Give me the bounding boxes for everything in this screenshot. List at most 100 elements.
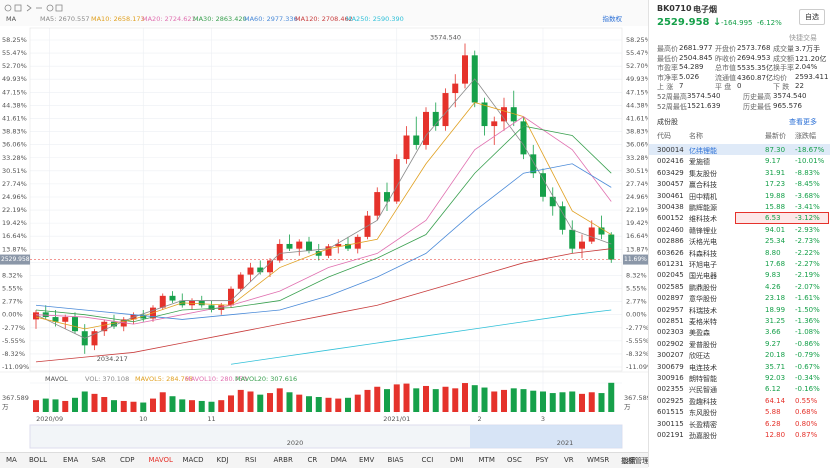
indicator-tab[interactable]: KDJ <box>216 456 229 464</box>
row-code[interactable]: 300014 <box>657 146 684 154</box>
row-change[interactable]: -1.36% <box>795 317 820 325</box>
row-change[interactable]: -3.12% <box>795 214 820 223</box>
row-change[interactable]: -2.93% <box>795 225 820 234</box>
indicator-tab[interactable]: BIAS <box>387 456 404 464</box>
row-name[interactable]: 鹏鼎股份 <box>689 283 717 292</box>
toolbar-icons[interactable] <box>4 4 63 12</box>
row-price[interactable]: 3.66 <box>765 328 781 337</box>
row-change[interactable]: -1.08% <box>795 328 820 337</box>
timeline-selection[interactable] <box>470 425 622 448</box>
row-name[interactable]: 环旭电子 <box>689 261 717 269</box>
row-code[interactable]: 300916 <box>657 374 684 382</box>
row-change[interactable]: -1.50% <box>795 305 820 314</box>
row-code[interactable]: 002897 <box>657 294 684 303</box>
row-name[interactable]: 欣旺达 <box>689 352 710 361</box>
row-price[interactable]: 17.23 <box>765 180 786 189</box>
row-change[interactable]: 0.87% <box>795 431 818 439</box>
indicator-tab[interactable]: RSI <box>245 456 257 464</box>
indicator-tab[interactable]: 指标管理 <box>621 457 649 465</box>
row-name[interactable]: 沃格光电 <box>689 238 717 247</box>
indicator-tab[interactable]: SAR <box>91 456 106 464</box>
row-change[interactable]: -0.79% <box>795 351 820 360</box>
row-price[interactable]: 5.88 <box>765 408 781 417</box>
row-name[interactable]: 电连技术 <box>689 363 717 372</box>
row-price[interactable]: 8.80 <box>765 248 781 257</box>
row-change[interactable]: -2.22% <box>795 248 820 257</box>
row-code[interactable]: 002191 <box>657 431 684 439</box>
row-change[interactable]: 0.68% <box>795 408 818 417</box>
row-price[interactable]: 64.14 <box>765 396 786 405</box>
indicator-tab[interactable]: DMA <box>330 456 347 464</box>
row-name[interactable]: 国光电器 <box>689 272 717 281</box>
row-change[interactable]: -0.67% <box>795 362 820 371</box>
indicator-tab[interactable]: ARBR <box>273 456 293 464</box>
row-change[interactable]: -2.07% <box>795 282 820 291</box>
row-name[interactable]: 维科技术 <box>689 215 717 224</box>
row-change[interactable]: -18.67% <box>795 146 825 154</box>
row-price[interactable]: 87.30 <box>765 146 786 154</box>
indicator-tab[interactable]: MA <box>6 456 17 464</box>
row-name[interactable]: 麦格米特 <box>689 318 717 326</box>
row-price[interactable]: 31.25 <box>765 317 786 325</box>
row-code[interactable]: 002902 <box>657 339 684 348</box>
row-code[interactable]: 002886 <box>657 237 684 246</box>
row-name[interactable]: 亿纬锂能 <box>689 147 717 155</box>
row-name[interactable]: 美盈森 <box>689 329 710 338</box>
row-price[interactable]: 17.68 <box>765 260 786 268</box>
settings-tab[interactable]: 设置 <box>622 457 636 465</box>
row-name[interactable]: 赢合科技 <box>689 181 717 190</box>
indicator-tab[interactable]: CDP <box>120 456 135 464</box>
row-name[interactable]: 盈趣科技 <box>689 397 717 406</box>
watch-button[interactable]: 自选 <box>799 9 825 25</box>
row-price[interactable]: 18.99 <box>765 305 786 314</box>
row-price[interactable]: 19.88 <box>765 191 786 200</box>
row-code[interactable]: 002303 <box>657 328 684 337</box>
indicator-tab[interactable]: DMI <box>450 456 464 464</box>
row-price[interactable]: 20.18 <box>765 351 786 360</box>
row-name[interactable]: 鹏辉能源 <box>689 204 717 212</box>
row-change[interactable]: -2.73% <box>795 237 820 246</box>
row-change[interactable]: -0.86% <box>795 339 820 348</box>
indicator-tab[interactable]: PSY <box>535 456 549 464</box>
row-change[interactable]: 0.80% <box>795 419 818 428</box>
row-name[interactable]: 科森科技 <box>689 249 717 258</box>
row-name[interactable]: 东风股份 <box>689 409 717 418</box>
row-name[interactable]: 赣锋锂业 <box>689 226 717 235</box>
row-code[interactable]: 300207 <box>657 351 684 360</box>
indicator-tab[interactable]: EMA <box>63 456 79 464</box>
row-code[interactable]: 300438 <box>657 203 684 211</box>
row-name[interactable]: 爱施德 <box>689 158 710 167</box>
row-code[interactable]: 300679 <box>657 362 684 371</box>
row-code[interactable]: 601515 <box>657 408 684 417</box>
row-code[interactable]: 300457 <box>657 180 684 189</box>
row-code[interactable]: 300461 <box>657 191 684 200</box>
quick-trade[interactable]: 快捷交易 <box>789 34 817 42</box>
row-change[interactable]: -10.01% <box>795 157 825 166</box>
row-code[interactable]: 603429 <box>657 168 684 177</box>
row-price[interactable]: 6.12 <box>765 385 781 394</box>
row-name[interactable]: 兴民智通 <box>689 386 717 395</box>
indicator-tab[interactable]: OSC <box>507 456 522 464</box>
row-code[interactable]: 002460 <box>657 225 684 234</box>
row-code[interactable]: 300115 <box>657 419 684 428</box>
indicator-tab[interactable]: CCI <box>421 456 434 464</box>
row-code[interactable]: 002585 <box>657 282 684 291</box>
row-change[interactable]: -8.83% <box>795 168 820 177</box>
row-name[interactable]: 长盈精密 <box>689 420 717 429</box>
row-name[interactable]: 爱普股份 <box>689 340 717 349</box>
row-code[interactable]: 002957 <box>657 305 684 314</box>
row-price[interactable]: 15.88 <box>765 203 786 211</box>
row-code[interactable]: 601231 <box>657 260 684 268</box>
row-change[interactable]: -2.27% <box>795 260 820 268</box>
row-code[interactable]: 002416 <box>657 157 684 166</box>
row-price[interactable]: 35.71 <box>765 362 786 371</box>
indicator-tab[interactable]: CR <box>307 456 318 464</box>
indicator-tab[interactable]: VR <box>564 456 574 464</box>
row-change[interactable]: -1.61% <box>795 294 820 303</box>
row-code[interactable]: 002045 <box>657 271 684 280</box>
row-price[interactable]: 9.83 <box>765 271 781 280</box>
indicator-name[interactable]: MA <box>6 15 17 23</box>
row-code[interactable]: 603626 <box>657 248 684 257</box>
indicator-tab[interactable]: MTM <box>478 456 495 464</box>
indicator-tab[interactable]: BOLL <box>29 456 47 464</box>
